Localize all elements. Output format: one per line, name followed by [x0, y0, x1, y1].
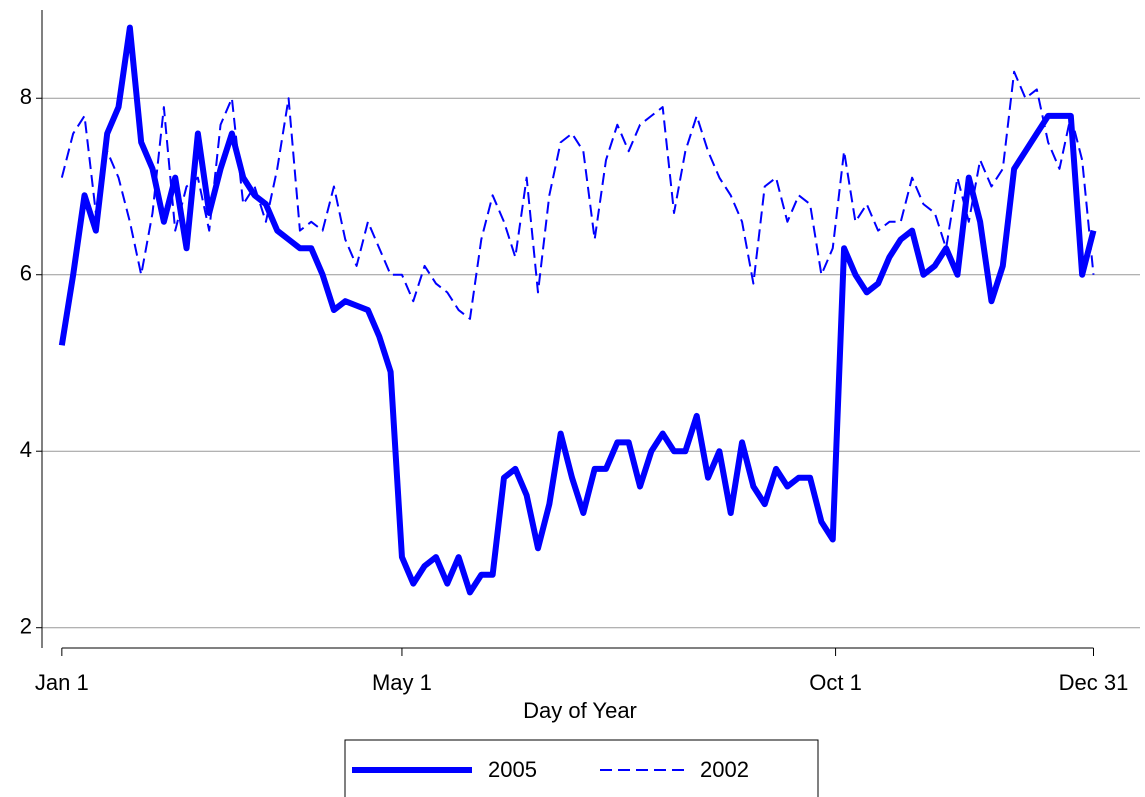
y-tick-label: 4	[20, 437, 32, 462]
y-tick-label: 8	[20, 84, 32, 109]
y-tick-label: 2	[20, 614, 32, 639]
x-tick-label: Oct 1	[809, 670, 862, 695]
x-tick-label: Jan 1	[35, 670, 89, 695]
x-tick-label: May 1	[372, 670, 432, 695]
legend-label: 2002	[700, 757, 749, 782]
legend-label: 2005	[488, 757, 537, 782]
series-line	[58, 24, 1097, 596]
series-line	[60, 70, 1095, 320]
x-axis-title: Day of Year	[523, 698, 637, 723]
x-tick-label: Dec 31	[1059, 670, 1129, 695]
y-tick-label: 6	[20, 261, 32, 286]
